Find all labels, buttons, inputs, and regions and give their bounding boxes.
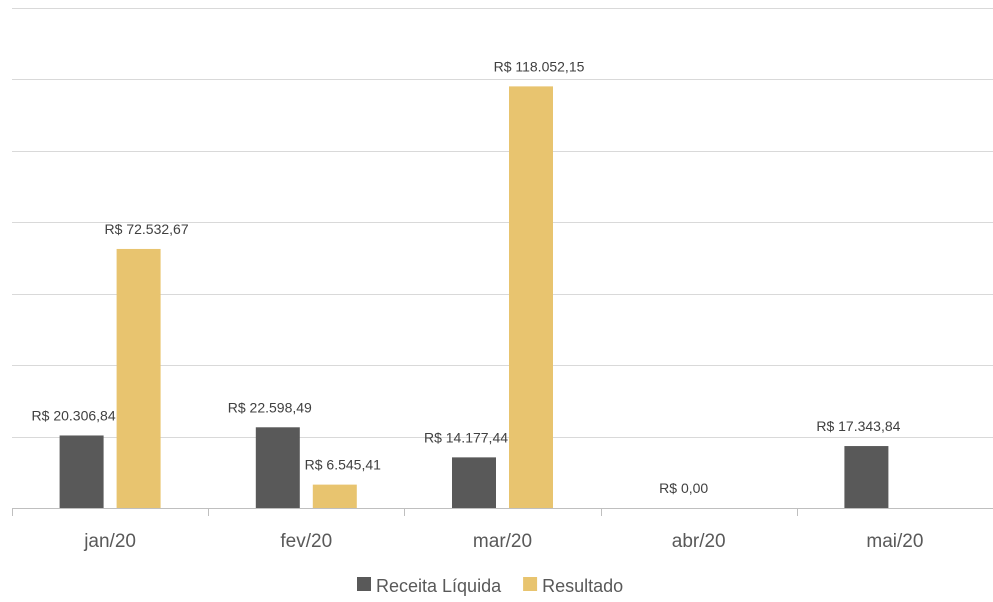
bar [59, 435, 104, 508]
data-label: R$ 22.598,49 [228, 399, 312, 415]
data-label: R$ 14.177,44 [424, 429, 508, 445]
data-label: R$ 17.343,84 [816, 418, 900, 434]
x-tick-label: mar/20 [473, 531, 532, 552]
bar [509, 86, 553, 508]
data-label: R$ 118.052,15 [494, 58, 585, 74]
gridlines [12, 8, 993, 438]
data-label: R$ 72.532,67 [105, 221, 189, 237]
data-labels: R$ 20.306,84 R$ 22.598,49 R$ 14.177,44 R$ 0… [32, 58, 901, 496]
data-label: R$ 6.545,41 [305, 457, 381, 473]
legend-swatch [357, 577, 371, 591]
legend-label: Receita Líquida [376, 576, 502, 596]
x-tick-label: mai/20 [866, 531, 923, 552]
bar [844, 446, 889, 508]
data-label: R$ 0,00 [659, 480, 708, 496]
data-label: R$ 20.306,84 [32, 407, 116, 423]
bar [116, 248, 161, 508]
bar [452, 457, 496, 508]
bar [312, 484, 357, 508]
legend: Receita Líquida Resultado [357, 576, 623, 596]
bars [59, 86, 889, 508]
legend-swatch [523, 577, 538, 591]
x-tick-label: fev/20 [280, 531, 332, 552]
x-axis: jan/20 fev/20 mar/20 abr/20 mai/20 [12, 508, 993, 552]
legend-label: Resultado [542, 576, 623, 596]
x-tick-label: abr/20 [672, 531, 726, 552]
x-tick-label: jan/20 [83, 531, 136, 552]
bar [255, 427, 300, 508]
